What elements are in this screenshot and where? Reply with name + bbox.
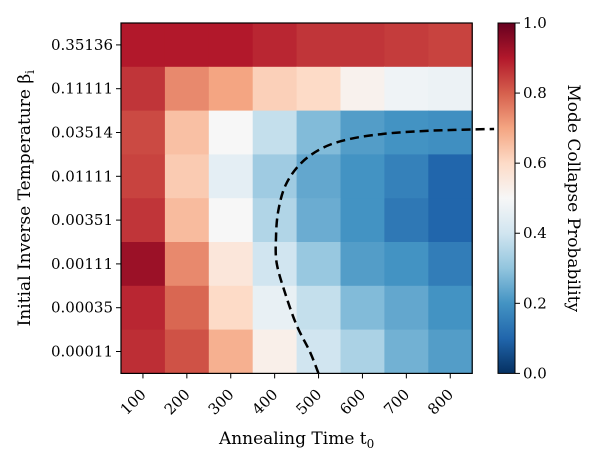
heatmap-cell (296, 242, 342, 287)
heatmap-cell (340, 329, 385, 374)
heatmap-cell (121, 23, 166, 68)
x-tick-label: 200 (161, 386, 194, 419)
heatmap-cell (296, 329, 342, 374)
heatmap-cell (208, 285, 254, 331)
heatmap-cell (296, 23, 342, 68)
colorbar-tick-label: 0.2 (523, 294, 547, 312)
heatmap-cell (340, 198, 385, 243)
heatmap-cell (208, 329, 254, 374)
heatmap-cell (428, 329, 473, 374)
heatmap-cell (384, 66, 429, 112)
y-axis-ticks: 0.35136 0.11111 0.03514 0.01111 0.00351 0.001… (51, 36, 121, 361)
heatmap-cell (252, 66, 298, 112)
colorbar-tick-label: 0.0 (523, 364, 547, 382)
heatmap-cell (384, 198, 429, 243)
y-tick-label: 0.00011 (51, 343, 113, 361)
heatmap-cell (164, 110, 210, 155)
boundary-dashed-curve (274, 127, 495, 374)
heatmap-cell (384, 23, 429, 68)
x-tick-label: 500 (292, 386, 325, 419)
heatmap-cell (340, 110, 385, 155)
colorbar-tick-label: 1.0 (523, 14, 547, 32)
heatmap-cell (340, 66, 385, 112)
heatmap-cell (428, 110, 473, 155)
heatmap-cell (208, 242, 254, 287)
x-tick-label: 600 (336, 386, 369, 419)
heatmap-cell (252, 329, 298, 374)
colorbar-tick-label: 0.6 (523, 154, 547, 172)
heatmap-cell (164, 329, 210, 374)
heatmap-cell (121, 154, 166, 199)
x-tick-label: 300 (205, 386, 238, 419)
heatmap-cell (384, 242, 429, 287)
heatmap-cell (208, 198, 254, 243)
heatmap-cell (384, 329, 429, 374)
heatmap-cells (121, 23, 473, 374)
x-tick-label: 100 (117, 386, 150, 419)
heatmap-cell (428, 66, 473, 112)
heatmap-cell (121, 285, 166, 331)
heatmap-cell (296, 198, 342, 243)
heatmap-cell (340, 285, 385, 331)
heatmap-cell (164, 154, 210, 199)
heatmap-cell (296, 66, 342, 112)
heatmap-cell (121, 110, 166, 155)
heatmap-cell (121, 329, 166, 374)
heatmap-cell (428, 285, 473, 331)
plot-frame (120, 22, 473, 374)
heatmap-cell (340, 23, 385, 68)
x-axis-title: Annealing Time t0 (218, 429, 374, 451)
heatmap-cell (252, 23, 298, 68)
heatmap-cell (384, 154, 429, 199)
heatmap-cell (384, 285, 429, 331)
heatmap-cell (428, 242, 473, 287)
colorbar-ticks: 0.0 0.2 0.4 0.6 0.8 1.0 (515, 14, 547, 382)
heatmap-cell (164, 23, 210, 68)
heatmap-cell (340, 154, 385, 199)
heatmap-cell (208, 23, 254, 68)
heatmap-cell (428, 198, 473, 243)
heatmap-cell (296, 285, 342, 331)
colorbar-tick-label: 0.8 (523, 84, 547, 102)
heatmap-cell (340, 242, 385, 287)
x-tick-label: 700 (380, 386, 413, 419)
heatmap-cell (121, 242, 166, 287)
heatmap-cell (296, 110, 342, 155)
y-axis-title: Initial Inverse Temperature βi (15, 70, 37, 327)
heatmap-cell (121, 66, 166, 112)
heatmap-cell (252, 110, 298, 155)
y-tick-label: 0.01111 (51, 167, 113, 185)
x-axis-ticks: 100 200 300 400 500 600 700 800 (117, 373, 457, 418)
colorbar-title: Mode Collapse Probability (563, 84, 583, 312)
heatmap-cell (164, 285, 210, 331)
heatmap-cell (164, 198, 210, 243)
heatmap-cell (208, 66, 254, 112)
heatmap-cell (208, 154, 254, 199)
x-tick-label: 400 (248, 386, 281, 419)
heatmap-cell (164, 66, 210, 112)
heatmap-cell (252, 154, 298, 199)
heatmap-cell (428, 154, 473, 199)
y-tick-label: 0.00035 (51, 299, 113, 317)
y-tick-label: 0.00111 (51, 255, 113, 273)
y-tick-label: 0.00351 (51, 211, 113, 229)
y-tick-label: 0.35136 (51, 36, 113, 54)
heatmap-cell (164, 242, 210, 287)
colorbar (497, 22, 516, 374)
x-tick-label: 800 (424, 386, 457, 419)
heatmap-cell (121, 198, 166, 243)
colorbar-tick-label: 0.4 (523, 224, 547, 242)
heatmap-cell (428, 23, 473, 68)
y-tick-label: 0.11111 (51, 80, 113, 98)
heatmap-cell (208, 110, 254, 155)
y-tick-label: 0.03514 (51, 124, 113, 142)
